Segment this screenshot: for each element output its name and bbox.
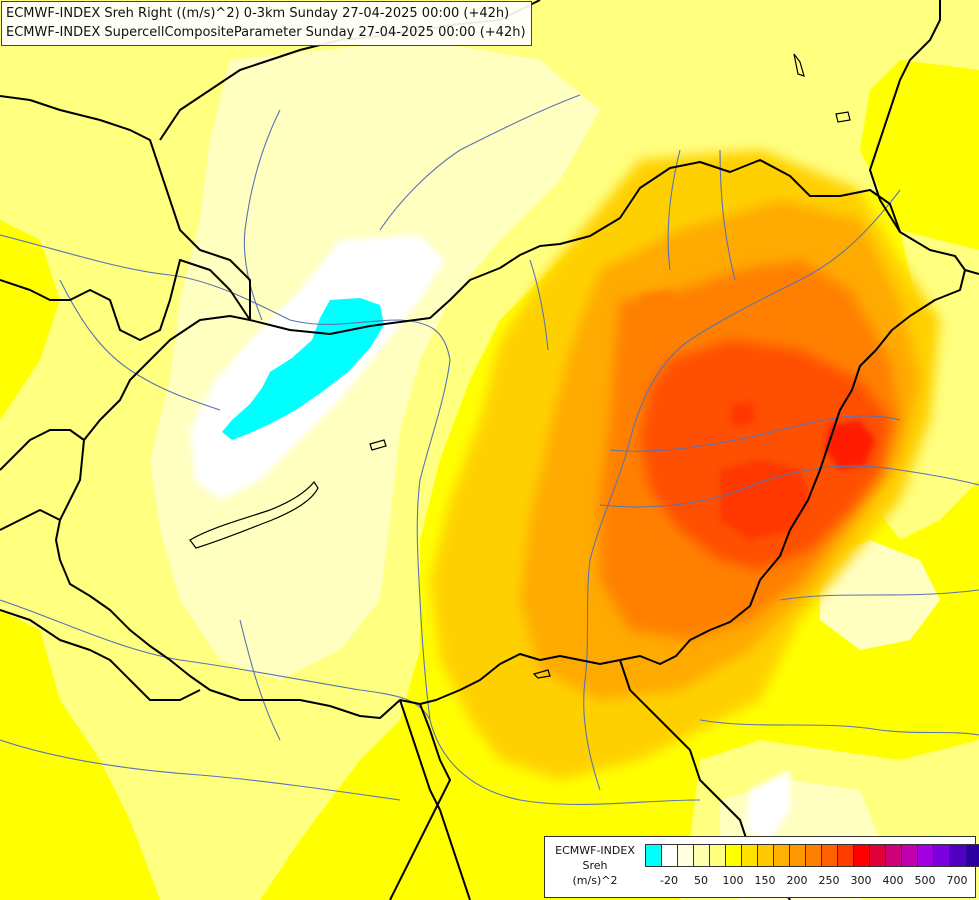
lake-small-2 (793, 53, 805, 77)
legend-swatch (709, 845, 725, 866)
border-east-romania (964, 269, 979, 275)
legend-swatches (645, 844, 979, 867)
legend-tick-label: 500 (914, 874, 936, 887)
title-box: ECMWF-INDEX Sreh Right ((m/s)^2) 0-3km S… (1, 1, 532, 46)
legend-swatch (901, 845, 917, 866)
contour-red-orange-north (640, 290, 680, 325)
contour-red-2 (720, 460, 810, 540)
legend-tick-label: 200 (786, 874, 808, 887)
river-south (699, 719, 979, 736)
legend-tick-label: 700 (946, 874, 968, 887)
border-croatia-south (399, 699, 471, 900)
legend-tick-label: 150 (754, 874, 776, 887)
border-croatia (0, 509, 61, 531)
legend-tick-label: 400 (882, 874, 904, 887)
legend-tick-label: 100 (722, 874, 744, 887)
river-west (59, 279, 221, 411)
legend-unit: (m/s)^2 (572, 874, 618, 887)
legend-swatch (805, 845, 821, 866)
border-slovakia-north (0, 95, 251, 320)
lake-balaton (189, 480, 319, 549)
border-hungary (55, 159, 966, 719)
contour-red (825, 420, 875, 470)
river-east-1 (667, 149, 681, 271)
legend-swatch (853, 845, 869, 866)
river-north-3 (529, 259, 549, 351)
border-bosnia (0, 609, 201, 701)
river-east-2 (719, 149, 736, 281)
border-austria (0, 259, 251, 341)
legend-swatch (949, 845, 965, 866)
legend-tick-label: 300 (850, 874, 872, 887)
legend-swatch (869, 845, 885, 866)
river-danube-upper (0, 234, 701, 805)
legend-swatch (917, 845, 933, 866)
river-se (779, 589, 979, 601)
river-north-1 (243, 109, 281, 321)
legend-swatch (693, 845, 709, 866)
color-legend: ECMWF-INDEX Sreh (m/s)^2 -20 50 100 150 200 2… (544, 836, 979, 898)
legend-swatch (837, 845, 853, 866)
rivers (0, 94, 979, 805)
contour-cyan (222, 298, 384, 440)
legend-ticks: -20 50 100 150 200 250 300 400 500 700 (645, 874, 975, 890)
river-sw (239, 619, 281, 741)
river-sava (0, 739, 401, 801)
river-north-2 (379, 94, 581, 231)
border-ukraine (869, 0, 941, 233)
contour-pale-yellow (150, 40, 600, 680)
legend-tick-label: 250 (818, 874, 840, 887)
contour-white-south (745, 770, 790, 840)
river-drava (0, 599, 431, 721)
lake-small-1 (369, 439, 387, 451)
legend-swatch (789, 845, 805, 866)
lakes (189, 53, 851, 679)
legend-swatch (885, 845, 901, 866)
border-slovenia (0, 429, 85, 471)
legend-swatch (661, 845, 677, 866)
legend-tick-label: 50 (694, 874, 708, 887)
title-srh: ECMWF-INDEX Sreh Right ((m/s)^2) 0-3km S… (6, 6, 510, 21)
contour-red-orange (640, 340, 890, 570)
legend-swatch (725, 845, 741, 866)
legend-swatch (677, 845, 693, 866)
lake-small-3 (835, 111, 851, 123)
legend-swatch (741, 845, 757, 866)
legend-swatch (965, 845, 979, 866)
legend-swatch (757, 845, 773, 866)
legend-variable: Sreh (582, 859, 608, 872)
legend-swatch (933, 845, 949, 866)
river-mures (599, 465, 979, 508)
border-serbia-west (389, 703, 451, 900)
legend-model: ECMWF-INDEX (555, 844, 635, 857)
legend-swatch (773, 845, 789, 866)
legend-tick-label: -20 (660, 874, 678, 887)
contour-red-3 (730, 402, 756, 428)
legend-label: ECMWF-INDEX Sreh (m/s)^2 (547, 843, 643, 888)
legend-swatch (645, 845, 661, 866)
river-koros (609, 415, 901, 452)
river-tisza (583, 189, 901, 791)
lake-small-4 (532, 669, 551, 679)
legend-swatch (821, 845, 837, 866)
title-scp: ECMWF-INDEX SupercellCompositeParameter … (6, 25, 526, 40)
